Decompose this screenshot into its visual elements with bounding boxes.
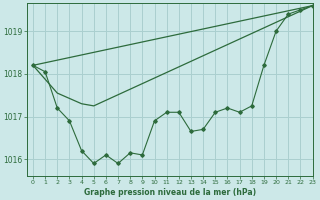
X-axis label: Graphe pression niveau de la mer (hPa): Graphe pression niveau de la mer (hPa) bbox=[84, 188, 256, 197]
